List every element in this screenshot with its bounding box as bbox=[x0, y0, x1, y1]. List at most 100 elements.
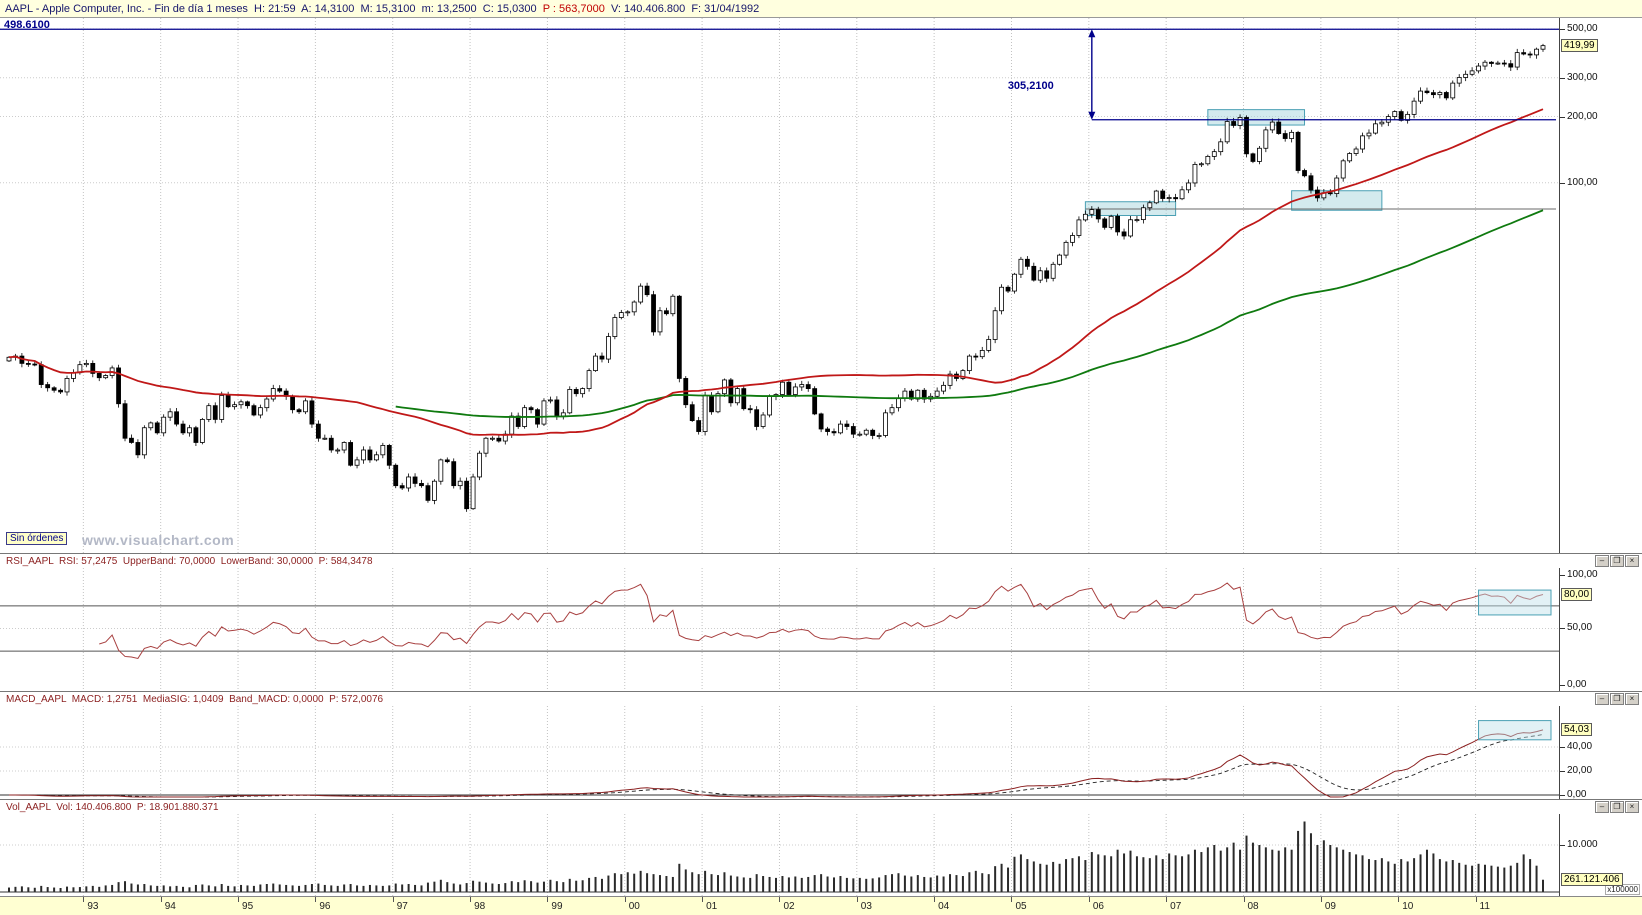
year-label: 94 bbox=[164, 901, 176, 912]
green-moving-average bbox=[395, 209, 1544, 418]
price-tick-100: 100,00 bbox=[1560, 177, 1598, 188]
main-price-axis: 500,00 300,00 200,00 100,00 419,99 bbox=[1559, 18, 1642, 553]
year-tick bbox=[238, 897, 240, 902]
macd-tick-40: 40,00 bbox=[1559, 741, 1593, 752]
rsi-window-controls: – ❐ × bbox=[1595, 555, 1639, 567]
candles-layer bbox=[6, 43, 1546, 512]
main-panel: 498.6100 305,2100 Sin órdenes www.visual… bbox=[0, 18, 1642, 553]
year-label: 02 bbox=[783, 901, 795, 912]
macd-panel: 54,03 40,00 20,00 0,00 bbox=[0, 706, 1642, 800]
title-symbol-info: AAPL - Apple Computer, Inc. - Fin de día… bbox=[5, 2, 543, 15]
year-label: 93 bbox=[87, 901, 99, 912]
consolidation-box[interactable] bbox=[1207, 109, 1306, 126]
price-tick-200: 200,00 bbox=[1560, 111, 1598, 122]
year-label: 97 bbox=[396, 901, 408, 912]
main-chart-svg bbox=[0, 18, 1559, 553]
year-tick bbox=[1166, 897, 1168, 902]
year-label: 10 bbox=[1402, 901, 1414, 912]
measure-arrow[interactable] bbox=[1088, 29, 1096, 120]
macd-line bbox=[8, 729, 1544, 798]
year-tick bbox=[779, 897, 781, 902]
year-label: 07 bbox=[1170, 901, 1182, 912]
main-plot[interactable]: 498.6100 305,2100 Sin órdenes www.visual… bbox=[0, 18, 1559, 553]
top-level-label: 498.6100 bbox=[4, 19, 50, 31]
title-price-value: P : 563,7000 bbox=[542, 2, 605, 15]
macd-plot[interactable] bbox=[0, 706, 1559, 799]
last-price-badge: 419,99 bbox=[1561, 38, 1598, 52]
restore-button[interactable]: ❐ bbox=[1610, 693, 1624, 705]
year-tick bbox=[547, 897, 549, 902]
macd-header: MACD_AAPL MACD: 1,2751 MediaSIG: 1,0409 … bbox=[0, 691, 1642, 706]
macd-tick-20: 20,00 bbox=[1559, 765, 1593, 776]
vol-tick-10000: 10.000 bbox=[1560, 839, 1598, 850]
measure-label: 305,2100 bbox=[1007, 80, 1054, 92]
no-orders-badge: Sin órdenes bbox=[6, 532, 68, 545]
year-tick bbox=[1243, 897, 1245, 902]
year-tick bbox=[1398, 897, 1400, 902]
minimize-button[interactable]: – bbox=[1595, 801, 1609, 813]
year-tick bbox=[1011, 897, 1013, 902]
vol-panel: 10.000 261.121.406 x100000 bbox=[0, 814, 1642, 896]
close-button[interactable]: × bbox=[1625, 801, 1639, 813]
macd-axis: 54,03 40,00 20,00 0,00 bbox=[1559, 706, 1642, 800]
year-tick bbox=[1475, 897, 1477, 902]
vol-plot[interactable] bbox=[0, 814, 1559, 896]
restore-button[interactable]: ❐ bbox=[1610, 555, 1624, 567]
rsi-panel: 100,00 80,00 50,00 0,00 bbox=[0, 568, 1642, 691]
minimize-button[interactable]: – bbox=[1595, 693, 1609, 705]
red-moving-average bbox=[8, 108, 1544, 436]
rsi-tick-0: 0,00 bbox=[1559, 679, 1587, 690]
year-tick bbox=[856, 897, 858, 902]
minimize-button[interactable]: – bbox=[1595, 555, 1609, 567]
watermark: www.visualchart.com bbox=[82, 532, 235, 548]
macd-window-controls: – ❐ × bbox=[1595, 693, 1639, 705]
macd-header-text: MACD_AAPL MACD: 1,2751 MediaSIG: 1,0409 … bbox=[6, 693, 384, 705]
rsi-header-text: RSI_AAPL RSI: 57,2475 UpperBand: 70,0000… bbox=[6, 555, 373, 567]
vol-axis: 10.000 261.121.406 x100000 bbox=[1559, 814, 1642, 896]
macd-tick-0: 0,00 bbox=[1559, 789, 1587, 800]
year-label: 09 bbox=[1324, 901, 1336, 912]
year-tick bbox=[83, 897, 85, 902]
rsi-chart-svg bbox=[0, 568, 1559, 691]
vol-header: Vol_AAPL Vol: 140.406.800 P: 18.901.880.… bbox=[0, 799, 1642, 814]
year-tick bbox=[702, 897, 704, 902]
year-label: 11 bbox=[1479, 901, 1490, 912]
last-volume-badge: 261.121.406 bbox=[1561, 872, 1623, 886]
year-label: 00 bbox=[628, 901, 640, 912]
close-button[interactable]: × bbox=[1625, 555, 1639, 567]
rsi-tick-100: 100,00 bbox=[1560, 569, 1598, 580]
year-tick bbox=[470, 897, 472, 902]
year-tick bbox=[934, 897, 936, 902]
rsi-axis: 100,00 80,00 50,00 0,00 bbox=[1559, 568, 1642, 691]
year-label: 95 bbox=[242, 901, 254, 912]
year-label: 98 bbox=[474, 901, 486, 912]
rsi-tick-50: 50,00 bbox=[1559, 622, 1593, 633]
vol-header-text: Vol_AAPL Vol: 140.406.800 P: 18.901.880.… bbox=[6, 801, 219, 813]
rsi-header: RSI_AAPL RSI: 57,2475 UpperBand: 70,0000… bbox=[0, 553, 1642, 568]
rsi-plot[interactable] bbox=[0, 568, 1559, 691]
macd-highlight-box[interactable] bbox=[1478, 720, 1552, 741]
close-button[interactable]: × bbox=[1625, 693, 1639, 705]
price-tick-300: 300,00 bbox=[1560, 72, 1598, 83]
year-tick bbox=[160, 897, 162, 902]
volume-chart-svg bbox=[0, 814, 1559, 896]
macd-last-badge: 54,03 bbox=[1561, 723, 1593, 736]
year-label: 03 bbox=[860, 901, 872, 912]
year-label: 04 bbox=[938, 901, 950, 912]
rsi-line bbox=[99, 582, 1544, 659]
year-label: 08 bbox=[1247, 901, 1259, 912]
price-tick-500: 500,00 bbox=[1560, 23, 1598, 34]
year-label: 99 bbox=[551, 901, 563, 912]
year-tick bbox=[315, 897, 317, 902]
time-axis[interactable]: 93 94 95 96 97 98 99 00 01 02 03 04 05 06 07 08 09 10 11 bbox=[0, 896, 1642, 915]
vol-multiplier-label: x100000 bbox=[1605, 884, 1640, 895]
volume-bars bbox=[8, 821, 1544, 892]
year-label: 06 bbox=[1092, 901, 1104, 912]
year-tick bbox=[392, 897, 394, 902]
rsi-highlight-box[interactable] bbox=[1478, 589, 1552, 616]
vol-window-controls: – ❐ × bbox=[1595, 801, 1639, 813]
year-tick bbox=[624, 897, 626, 902]
restore-button[interactable]: ❐ bbox=[1610, 801, 1624, 813]
year-label: 05 bbox=[1015, 901, 1027, 912]
title-volume-date: V: 140.406.800 F: 31/04/1992 bbox=[604, 2, 760, 15]
